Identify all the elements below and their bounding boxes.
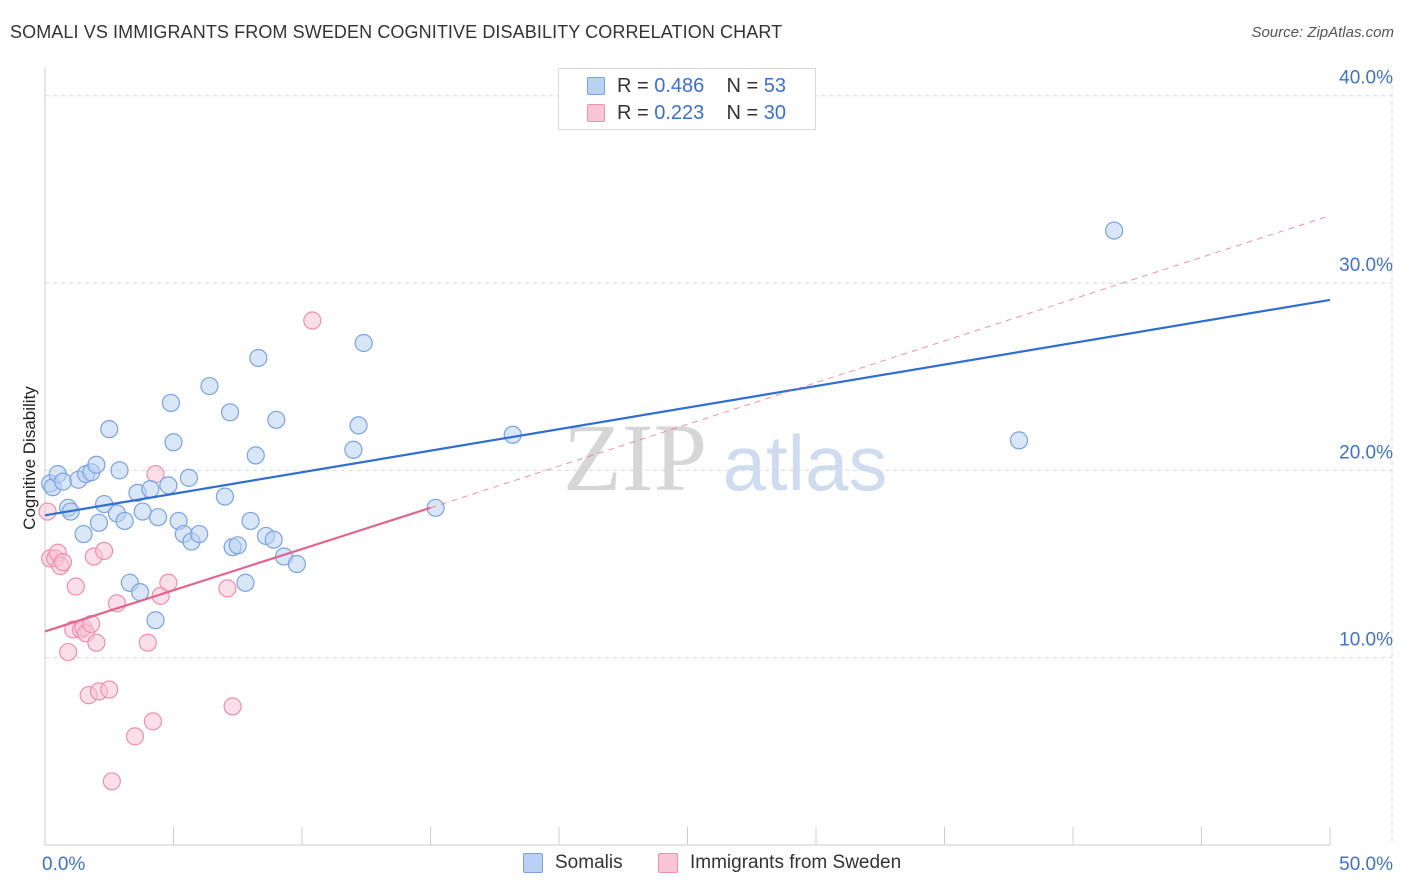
trend-line-sweden (44, 506, 431, 633)
data-point-somalis (164, 433, 183, 452)
x-tick-label: 50.0% (1339, 854, 1393, 875)
legend-label-sweden: Immigrants from Sweden (690, 852, 902, 873)
watermark-atlas: atlas (723, 419, 888, 507)
data-point-sweden (87, 633, 106, 652)
trend-lines (44, 215, 1331, 633)
legend-swatch-sweden (587, 104, 605, 122)
data-point-somalis (349, 416, 368, 435)
data-point-somalis (236, 573, 255, 592)
data-point-somalis (503, 425, 522, 444)
data-point-somalis (179, 468, 199, 487)
data-point-sweden (53, 553, 73, 572)
data-point-sweden (218, 579, 237, 598)
data-point-sweden (38, 502, 57, 521)
watermark-zip: ZIP (563, 404, 707, 511)
data-point-somalis (53, 472, 73, 491)
legend-r-value: 0.223 (654, 102, 705, 124)
data-point-somalis (141, 479, 160, 499)
data-point-somalis (264, 530, 283, 549)
legend-n-value: 30 (763, 102, 787, 124)
data-point-somalis (354, 333, 373, 353)
legend-n-label: N = (726, 75, 764, 97)
y-tick-label: 10.0% (1339, 630, 1393, 651)
data-point-sweden (100, 680, 119, 699)
data-point-somalis (190, 524, 209, 544)
legend-swatch-sweden (658, 853, 678, 873)
data-point-somalis (133, 502, 152, 521)
data-point-somalis (115, 511, 134, 531)
y-axis-label: Cognitive Disability (20, 386, 39, 530)
data-point-somalis (249, 348, 268, 368)
y-tick-label: 30.0% (1339, 255, 1393, 276)
legend-n-label: N = (726, 102, 764, 124)
x-tick-label: 0.0% (42, 854, 85, 875)
data-point-somalis (1105, 221, 1124, 240)
data-point-sweden (59, 642, 78, 662)
data-point-sweden (66, 577, 85, 596)
data-point-somalis (89, 513, 109, 532)
data-point-somalis (146, 611, 165, 630)
data-point-somalis (220, 403, 240, 422)
data-point-sweden (102, 772, 121, 791)
data-point-sweden (138, 633, 157, 652)
axes (44, 68, 1331, 846)
data-point-sweden (159, 573, 178, 592)
data-point-somalis (344, 440, 363, 459)
data-point-somalis (110, 461, 129, 480)
data-point-somalis (159, 476, 178, 495)
trend-line-somalis (44, 298, 1331, 517)
series-immigrants-from-sweden (38, 311, 322, 791)
data-point-somalis (161, 393, 181, 413)
data-point-sweden (82, 614, 101, 634)
data-point-sweden (143, 712, 163, 731)
legend-r-label: R = (617, 75, 655, 97)
data-point-somalis (1009, 431, 1029, 450)
data-point-sweden (125, 727, 145, 746)
legend-label-somalis: Somalis (555, 852, 623, 873)
grid-lines (45, 77, 1393, 845)
series-somalis (41, 221, 1124, 630)
series-legend: Somalis Immigrants from Sweden (0, 852, 1406, 878)
watermark: ZIP atlas (563, 404, 887, 511)
data-point-somalis (200, 376, 219, 396)
legend-r-label: R = (617, 102, 655, 124)
legend-swatch-somalis (523, 853, 543, 873)
data-point-somalis (100, 420, 119, 439)
chart-title: SOMALI VS IMMIGRANTS FROM SWEDEN COGNITI… (10, 22, 783, 42)
legend-r-value: 0.486 (654, 75, 705, 97)
x-tick-labels: 0.0% 50.0% (42, 854, 1393, 875)
data-point-somalis (241, 511, 260, 531)
y-tick-label: 20.0% (1339, 442, 1393, 463)
data-point-somalis (267, 410, 286, 429)
data-point-somalis (215, 487, 234, 506)
trend-line-sweden-extension (430, 215, 1331, 509)
data-point-somalis (74, 524, 93, 544)
legend-swatch-somalis (587, 77, 605, 95)
data-point-somalis (246, 446, 265, 465)
legend-n-value: 53 (763, 75, 787, 97)
data-point-somalis (287, 554, 306, 574)
y-tick-labels: 10.0% 20.0% 30.0% 40.0% (1339, 68, 1393, 651)
y-tick-label: 40.0% (1339, 68, 1393, 89)
source-label: Source: ZipAtlas.com (1251, 24, 1394, 41)
data-point-sweden (303, 311, 322, 330)
data-point-somalis (228, 536, 247, 555)
data-point-somalis (87, 455, 106, 474)
data-point-sweden (223, 697, 242, 716)
data-point-sweden (95, 541, 114, 561)
data-point-somalis (148, 508, 168, 527)
stats-legend: R = 0.486 N = 53 R = 0.223 N = 30 (558, 68, 816, 130)
